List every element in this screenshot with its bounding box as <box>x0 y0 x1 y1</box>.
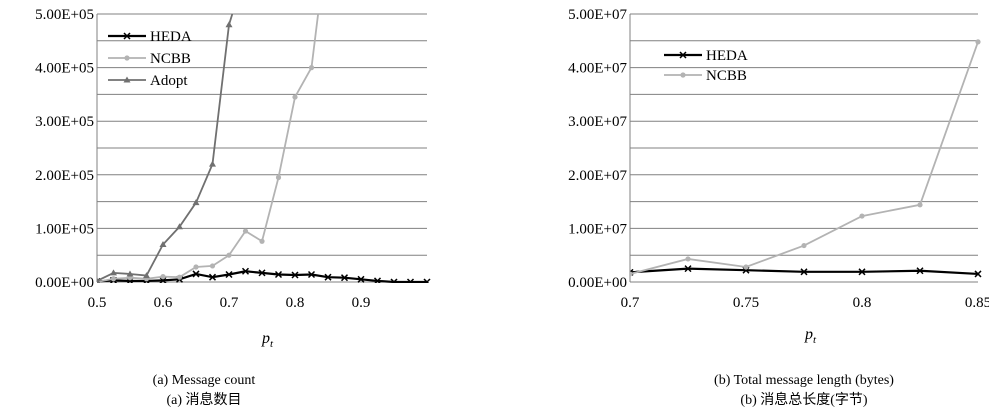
legend-label: Adopt <box>150 73 188 89</box>
heda-point-6 <box>974 270 982 278</box>
heda-point-16 <box>357 275 365 283</box>
y-tick-label: 0.00E+00 <box>568 275 627 291</box>
heda-point-15 <box>340 274 349 282</box>
legend-marker-point-1 <box>124 55 130 61</box>
adopt-point-5 <box>176 223 183 230</box>
heda-point-10 <box>258 269 266 277</box>
y-tick-label: 3.00E+07 <box>568 114 627 130</box>
heda-point-9 <box>241 267 250 275</box>
heda-point-20 <box>423 278 431 283</box>
ncbb-point-1 <box>110 276 117 282</box>
ncbb-point-9 <box>242 228 249 234</box>
adopt-point-2 <box>126 270 134 277</box>
y-tick-label: 5.00E+05 <box>35 7 94 23</box>
adopt-point-1 <box>110 269 117 276</box>
y-tick-label: 4.00E+07 <box>568 61 627 77</box>
heda-point-19 <box>406 278 415 283</box>
legend-label: HEDA <box>706 48 748 64</box>
ncbb-point-2 <box>743 264 749 270</box>
caption: (b) Total message length (bytes) <box>714 373 894 388</box>
adopt-point-3 <box>143 272 150 279</box>
y-tick-label: 2.00E+07 <box>568 168 627 184</box>
legend-marker-point-2 <box>123 76 131 83</box>
adopt-point-6 <box>192 199 200 206</box>
legend-ncbb: NCBB <box>108 51 191 67</box>
ncbb-point-12 <box>292 94 298 100</box>
ncbb-point-1 <box>685 256 691 262</box>
heda-point-17 <box>373 277 382 283</box>
heda-point-4 <box>159 276 167 283</box>
heda-point-12 <box>291 271 299 279</box>
adopt-point-8 <box>225 21 233 28</box>
y-tick-label: 1.00E+05 <box>35 221 94 237</box>
caption-chinese: (b) 消息总长度(字节) <box>740 391 867 408</box>
y-tick-label: 0.00E+00 <box>35 275 94 291</box>
adopt-line <box>97 13 234 282</box>
adopt-point-0 <box>97 277 101 283</box>
y-tick-label: 1.00E+07 <box>568 221 627 237</box>
ncbb-point-3 <box>801 242 807 249</box>
heda-point-11 <box>274 270 283 279</box>
x-tick-label: 0.85 <box>965 295 989 311</box>
ncbb-point-5 <box>176 274 183 280</box>
caption-chinese: (a) 消息数目 <box>166 391 241 408</box>
y-tick-label: 2.00E+05 <box>35 168 94 184</box>
adopt-point-4 <box>159 240 167 247</box>
y-tick-label: 4.00E+05 <box>35 61 94 77</box>
x-tick-label: 0.6 <box>154 295 173 311</box>
legend-label: NCBB <box>706 68 747 84</box>
x-tick-label: 0.75 <box>733 295 759 311</box>
x-tick-label: 0.7 <box>220 295 239 311</box>
heda-point-1 <box>684 265 692 273</box>
heda-point-8 <box>225 270 233 279</box>
heda-point-13 <box>307 270 316 279</box>
ncbb-point-11 <box>275 174 282 181</box>
legend-label: NCBB <box>150 51 191 67</box>
legend-ncbb: NCBB <box>664 68 747 84</box>
x-tick-label: 0.8 <box>853 295 872 311</box>
series-ncbb <box>630 39 981 277</box>
legend-marker-point-1 <box>680 72 686 78</box>
ncbb-point-0 <box>630 271 633 277</box>
ncbb-point-10 <box>259 238 265 244</box>
heda-point-6 <box>192 270 200 278</box>
ncbb-point-5 <box>917 202 923 208</box>
ncbb-point-6 <box>193 264 199 270</box>
y-tick-label: 3.00E+05 <box>35 114 94 130</box>
legend-adopt: Adopt <box>108 73 188 89</box>
x-axis-label: pt <box>804 326 817 346</box>
ncbb-point-4 <box>160 274 166 280</box>
heda-point-14 <box>324 273 332 281</box>
legend-heda: HEDA <box>664 48 748 64</box>
x-tick-label: 0.5 <box>88 295 107 311</box>
legend-heda: HEDA <box>108 29 192 45</box>
series-adopt <box>97 13 234 283</box>
heda-point-7 <box>208 273 217 281</box>
legend-marker-point-0 <box>123 32 131 40</box>
legend-label: HEDA <box>150 29 192 45</box>
heda-point-5 <box>916 267 924 275</box>
adopt-point-7 <box>209 160 216 167</box>
x-tick-label: 0.8 <box>286 295 305 311</box>
series-ncbb <box>97 13 319 283</box>
ncbb-point-13 <box>308 65 315 71</box>
x-tick-label: 0.9 <box>352 295 371 311</box>
chart-a-message-count: 0.00E+00 1.00E+05 2.00E+05 3.00E+05 4.00E+05… <box>35 7 431 408</box>
ncbb-point-6 <box>975 39 981 45</box>
legend-marker-point-0 <box>679 51 687 59</box>
chart-b-total-message-length: 0.00E+00 1.00E+07 2.00E+07 3.00E+07 4.00E+07… <box>568 7 989 408</box>
ncbb-point-7 <box>209 263 216 269</box>
ncbb-point-4 <box>859 213 865 219</box>
ncbb-point-8 <box>226 252 232 258</box>
series-heda <box>630 265 982 278</box>
caption: (a) Message count <box>153 373 256 388</box>
heda-point-4 <box>858 268 866 276</box>
y-tick-label: 5.00E+07 <box>568 7 627 23</box>
x-tick-label: 0.7 <box>621 295 640 311</box>
heda-point-3 <box>800 268 808 276</box>
x-axis-label: pt <box>261 330 274 350</box>
heda-point-18 <box>390 278 398 283</box>
